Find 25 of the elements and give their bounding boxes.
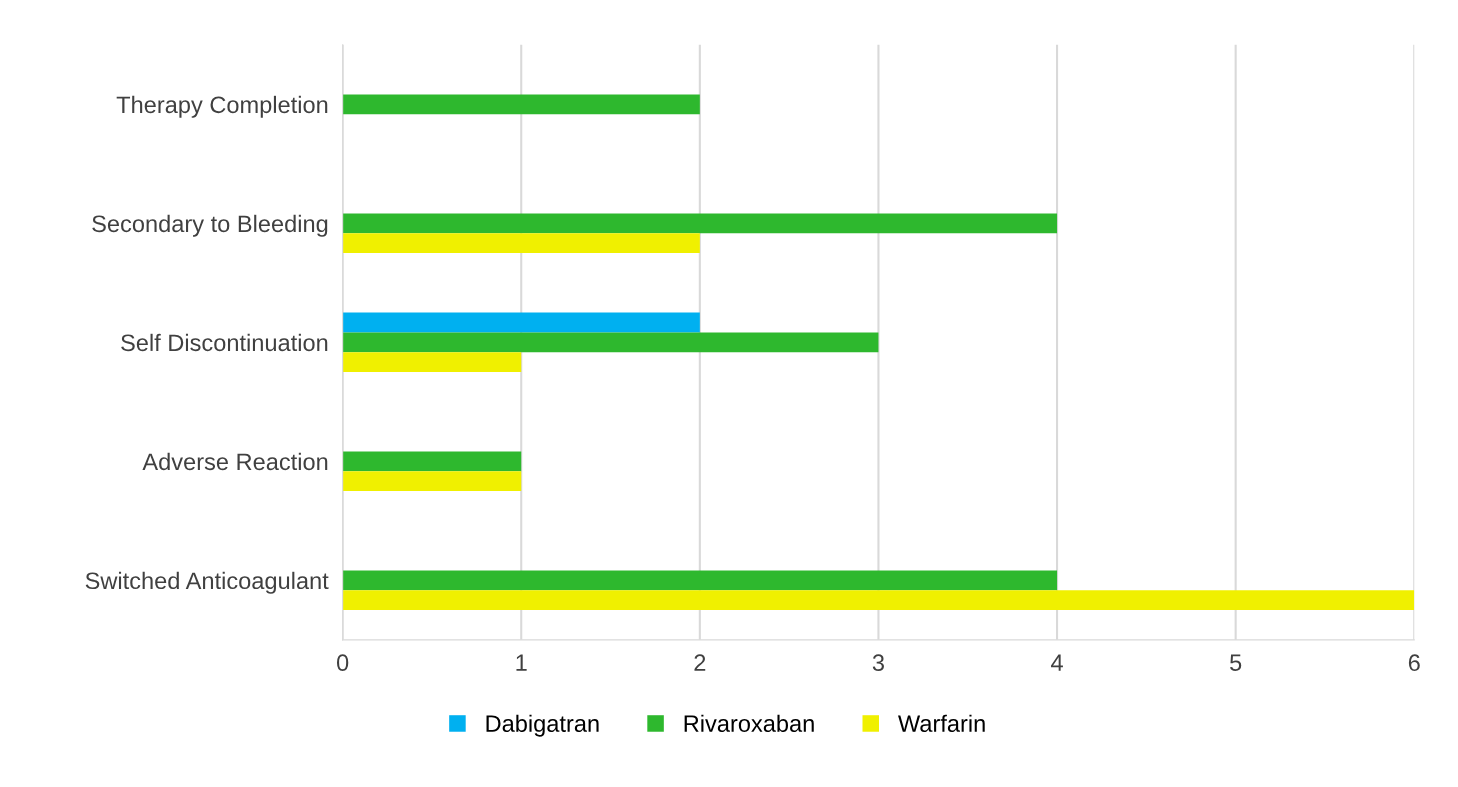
y-tick-label: Switched Anticoagulant	[85, 571, 329, 594]
legend-label: Dabigatran	[486, 714, 599, 737]
bar	[342, 590, 1415, 611]
y-tick-label: Adverse Reaction	[142, 452, 328, 471]
y-tick-label: Therapy Completion	[116, 95, 328, 118]
bar	[342, 570, 1058, 591]
x-tick-label: 5	[1230, 654, 1242, 672]
bar	[342, 471, 522, 492]
x-tick-label: 2	[694, 654, 706, 671]
bar	[342, 213, 1058, 234]
x-tick-label: 0	[336, 654, 349, 672]
bar	[342, 352, 522, 373]
bar	[342, 332, 879, 353]
x-tick-label: 1	[516, 654, 527, 671]
legend-label: Warfarin	[898, 714, 985, 732]
x-tick-label: 4	[1051, 654, 1063, 671]
bar	[342, 451, 522, 472]
x-tick-label: 3	[872, 654, 884, 672]
x-tick-label: 6	[1408, 654, 1420, 672]
y-tick-label: Secondary to Bleeding	[92, 214, 328, 237]
bar	[342, 94, 700, 115]
legend-label: Rivaroxaban	[684, 714, 814, 732]
y-tick-label: Self Discontinuation	[121, 333, 328, 352]
bar	[342, 233, 700, 254]
bar	[342, 312, 700, 333]
